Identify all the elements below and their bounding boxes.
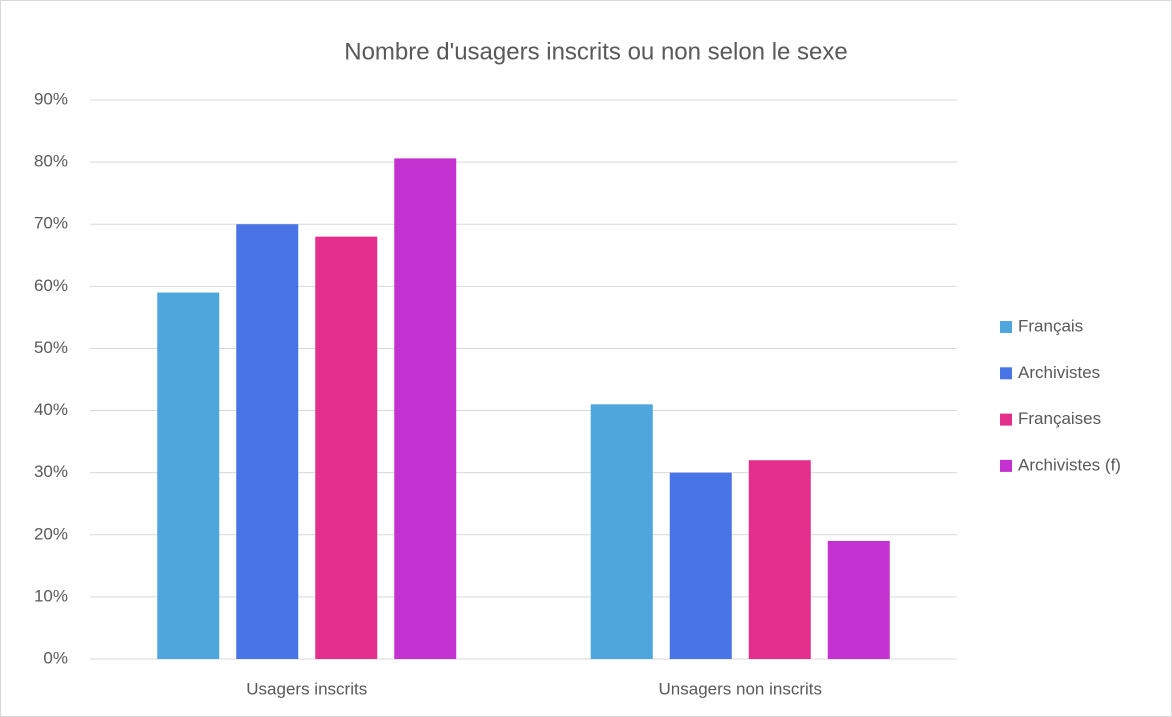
bar xyxy=(157,292,220,659)
bar xyxy=(236,224,299,659)
legend-label: Françaises xyxy=(1018,409,1101,428)
legend-label: Archivistes xyxy=(1018,363,1100,382)
x-tick-label: Unsagers non inscrits xyxy=(659,679,822,698)
y-tick-label: 80% xyxy=(34,152,68,171)
y-tick-label: 70% xyxy=(34,214,68,233)
bar xyxy=(669,472,732,659)
y-tick-label: 20% xyxy=(34,524,68,543)
chart-title: Nombre d'usagers inscrits ou non selon l… xyxy=(344,38,848,65)
y-tick-label: 10% xyxy=(34,586,68,605)
legend-swatch xyxy=(1000,367,1012,380)
y-tick-label: 60% xyxy=(34,276,68,295)
legend-label: Archivistes (f) xyxy=(1018,455,1121,474)
legend-label: Français xyxy=(1018,316,1083,335)
y-tick-label: 0% xyxy=(43,648,68,667)
bar xyxy=(748,460,811,659)
bar xyxy=(590,404,653,659)
bar xyxy=(827,540,890,659)
y-tick-label: 30% xyxy=(34,462,68,481)
legend-swatch xyxy=(1000,321,1012,333)
bar xyxy=(394,158,457,659)
legend-swatch xyxy=(1000,459,1012,472)
y-tick-label: 50% xyxy=(34,338,68,357)
bar xyxy=(315,236,378,659)
y-tick-label: 40% xyxy=(34,400,68,419)
x-tick-label: Usagers inscrits xyxy=(246,679,367,698)
y-tick-label: 90% xyxy=(34,89,68,108)
legend-swatch xyxy=(1000,413,1012,426)
